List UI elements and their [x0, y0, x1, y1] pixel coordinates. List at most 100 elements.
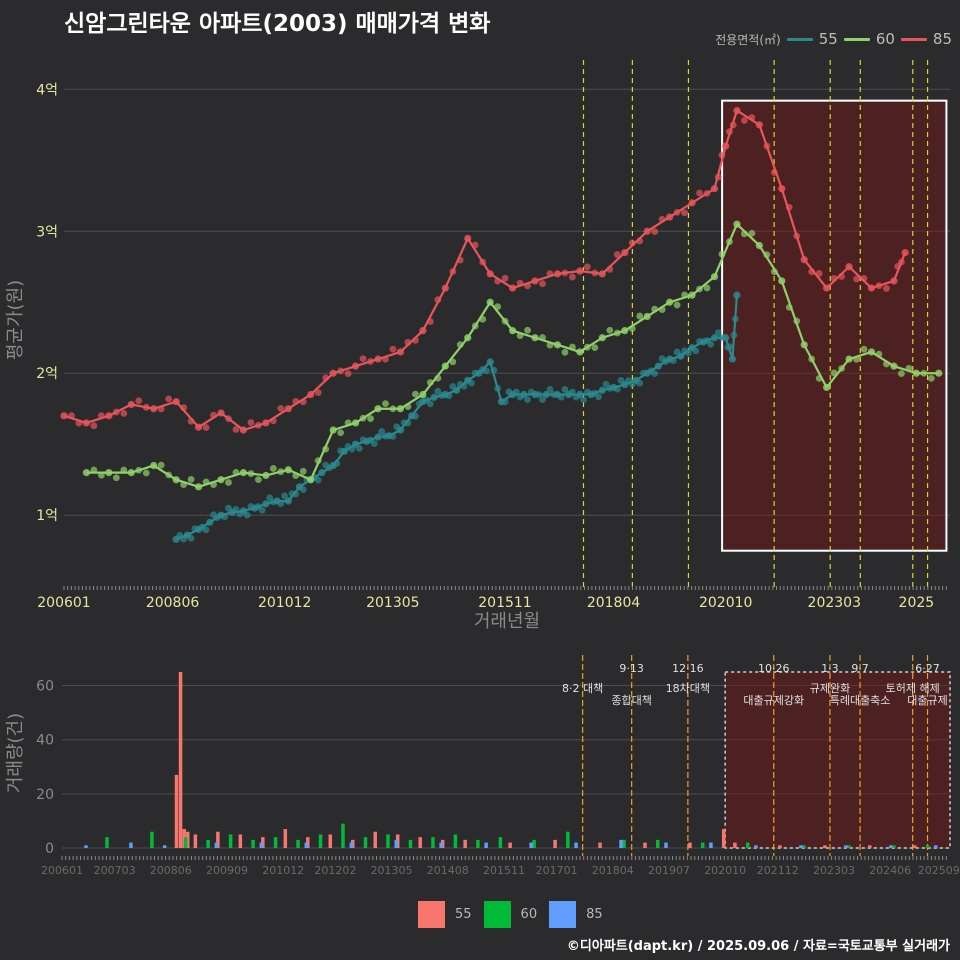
- legend-item-60[interactable]: 60: [843, 30, 895, 48]
- policy-annotation-label: 특례대출축소: [830, 694, 891, 707]
- bar-ytick-label: 40: [36, 733, 54, 749]
- data-point-55: [389, 432, 397, 440]
- chart-title: 신암그린타운 아파트(2003) 매매가격 변화: [64, 11, 491, 37]
- data-point-60: [748, 229, 756, 237]
- data-point-55: [206, 518, 214, 526]
- policy-annotation-label: 8·2 대책: [562, 682, 603, 695]
- bar-60: [183, 837, 188, 848]
- data-point-85: [501, 274, 509, 282]
- ytick-label: 2억: [36, 366, 58, 382]
- data-point-60: [344, 419, 352, 427]
- data-point-85: [867, 284, 876, 292]
- bar-legend-item-55[interactable]: 55: [418, 901, 472, 928]
- data-point-85: [254, 421, 262, 429]
- bar-85: [214, 842, 219, 848]
- data-point-55: [348, 445, 356, 453]
- data-point-55: [314, 476, 322, 484]
- bar-85: [304, 842, 309, 848]
- data-point-85: [75, 419, 83, 427]
- legend-bottom: 55 60 85: [418, 901, 603, 928]
- data-point-85: [299, 398, 307, 406]
- data-point-55: [426, 400, 434, 408]
- bar-55: [238, 834, 243, 848]
- bar-legend-item-60[interactable]: 60: [483, 901, 537, 928]
- bar-xtick-label: 202303: [813, 864, 855, 877]
- data-point-85: [808, 268, 816, 276]
- data-point-55: [542, 390, 550, 399]
- bar-legend-swatch-85: [549, 901, 577, 928]
- data-point-60: [867, 348, 876, 356]
- bar-ytick-label: 60: [36, 679, 54, 695]
- data-point-60: [898, 370, 905, 378]
- data-point-60: [299, 467, 307, 475]
- data-point-85: [860, 275, 868, 282]
- bar-55: [868, 845, 872, 848]
- xtick-label: 202010: [699, 595, 752, 611]
- bar-xtick-label: 201408: [427, 864, 469, 877]
- bar-xtick-label: 201305: [371, 864, 413, 877]
- bar-60: [408, 839, 413, 848]
- data-point-60: [613, 329, 621, 337]
- bar-85: [574, 842, 578, 848]
- data-point-55: [396, 426, 405, 434]
- bar-55: [643, 842, 647, 848]
- data-point-55: [654, 362, 663, 370]
- data-point-60: [718, 250, 726, 258]
- bar-85: [84, 845, 88, 848]
- data-point-60: [284, 466, 292, 474]
- data-point-60: [314, 457, 322, 464]
- data-point-55: [468, 379, 475, 387]
- data-point-60: [733, 220, 741, 228]
- data-point-85: [591, 269, 599, 277]
- legend-item-55[interactable]: 55: [786, 30, 838, 48]
- data-point-85: [524, 282, 531, 290]
- legend-item-85[interactable]: 85: [900, 30, 952, 48]
- legend-label-55: 55: [818, 30, 838, 48]
- data-point-60: [426, 379, 434, 386]
- data-point-60: [912, 369, 920, 377]
- data-point-60: [673, 301, 681, 309]
- data-point-60: [412, 390, 419, 398]
- legend-line-60: [843, 37, 870, 41]
- data-point-55: [333, 459, 341, 467]
- data-point-60: [628, 325, 636, 332]
- bar-legend-swatch-60: [483, 901, 511, 928]
- xtick-label: 2025: [899, 595, 935, 611]
- data-point-85: [269, 417, 277, 425]
- series-line-85: [63, 109, 907, 432]
- data-point-60: [823, 383, 831, 392]
- data-point-85: [729, 121, 737, 129]
- data-point-85: [419, 327, 427, 335]
- bar-55: [688, 842, 692, 848]
- data-point-60: [202, 478, 210, 486]
- bar-60: [341, 823, 345, 848]
- bar-legend-item-85[interactable]: 85: [549, 901, 603, 928]
- bar-85: [754, 845, 758, 848]
- data-point-55: [595, 393, 602, 401]
- data-point-85: [389, 345, 397, 353]
- bar-y-axis-label: 거래량(건): [5, 713, 26, 793]
- data-point-60: [479, 315, 487, 323]
- data-point-85: [778, 185, 786, 193]
- data-point-60: [172, 476, 180, 484]
- data-point-60: [778, 277, 786, 285]
- data-point-55: [299, 486, 307, 493]
- data-point-60: [935, 369, 943, 377]
- data-point-85: [456, 256, 464, 264]
- data-point-55: [281, 492, 288, 500]
- data-point-55: [221, 513, 229, 521]
- bar-85: [844, 845, 848, 848]
- data-point-85: [651, 228, 659, 236]
- bar-xtick-label: 201012: [262, 864, 304, 877]
- data-point-60: [180, 481, 188, 489]
- bar-85: [259, 842, 264, 848]
- policy-annotation-label: 종합대책: [611, 694, 651, 707]
- bar-55: [463, 839, 467, 848]
- xtick-label: 201305: [366, 595, 419, 611]
- bar-60: [655, 839, 660, 848]
- data-point-55: [569, 388, 576, 396]
- data-point-85: [194, 423, 203, 431]
- bar-55: [418, 837, 422, 848]
- data-point-60: [396, 405, 405, 413]
- data-point-60: [703, 284, 711, 292]
